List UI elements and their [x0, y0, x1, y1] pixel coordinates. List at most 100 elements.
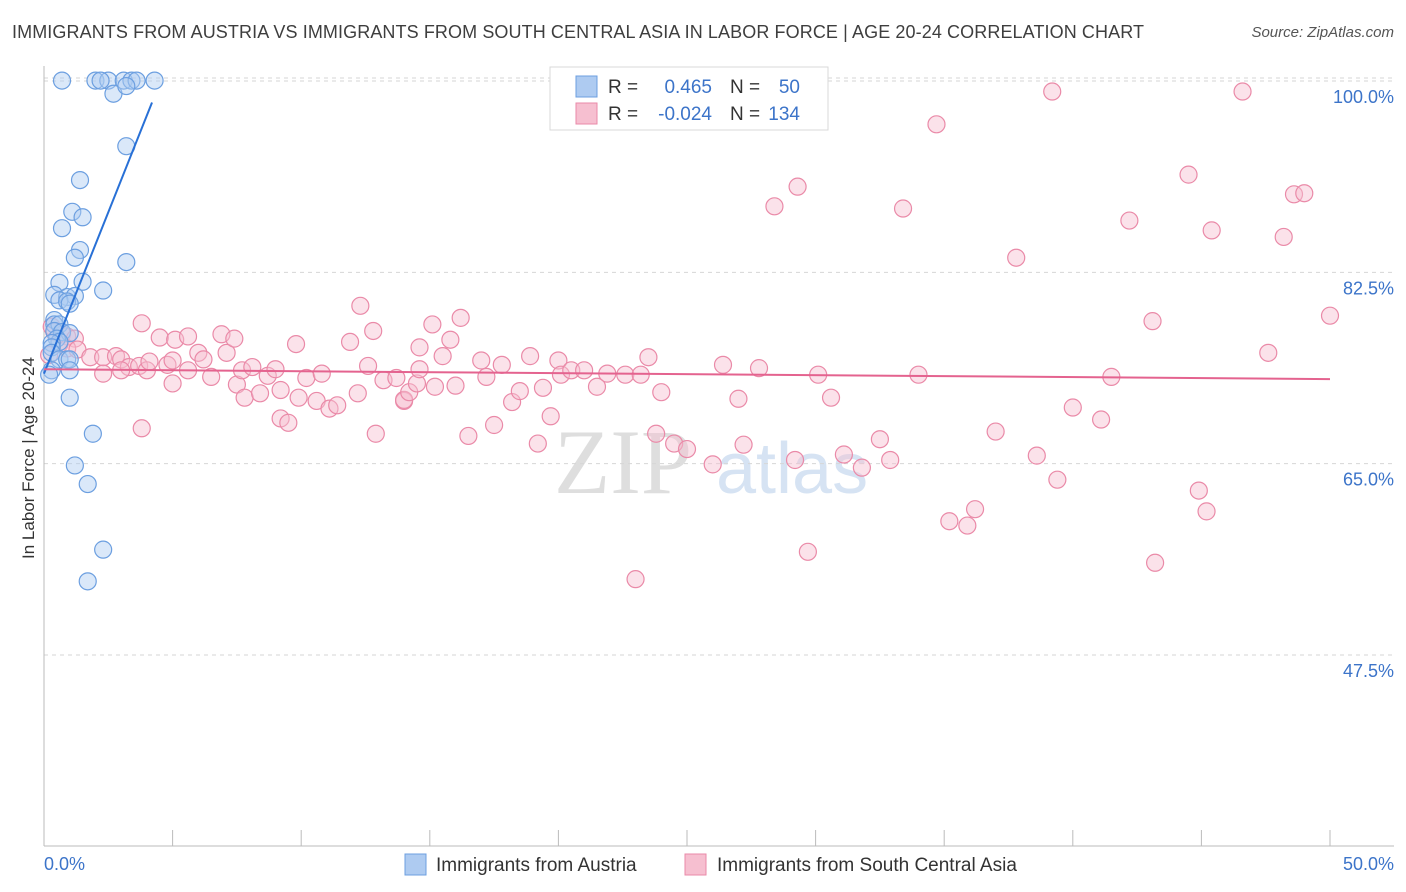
legend-n-value-austria: 50	[779, 77, 800, 98]
point-south-central-asia	[639, 348, 658, 367]
point-austria	[122, 71, 141, 90]
point-austria	[94, 540, 113, 559]
point-south-central-asia	[423, 315, 442, 334]
point-south-central-asia	[387, 368, 406, 388]
point-austria	[86, 71, 105, 90]
y-axis-label: In Labor Force | Age 20-24	[19, 357, 38, 559]
point-south-central-asia	[703, 455, 722, 474]
point-austria	[65, 456, 84, 475]
point-south-central-asia	[94, 364, 113, 383]
legend-n-value-sca: 134	[768, 104, 800, 125]
point-austria	[78, 572, 97, 591]
point-austria	[78, 474, 97, 494]
point-south-central-asia	[870, 430, 890, 449]
point-south-central-asia	[749, 359, 769, 378]
series-label-austria: Immigrants from Austria	[436, 855, 637, 876]
y-tick-label: 100.0%	[1333, 87, 1394, 107]
point-south-central-asia	[1043, 82, 1062, 101]
point-austria	[52, 219, 72, 238]
point-south-central-asia	[266, 360, 285, 379]
watermark-zip: ZIP	[554, 411, 692, 513]
point-south-central-asia	[713, 355, 733, 374]
point-south-central-asia	[729, 389, 748, 408]
point-south-central-asia	[1197, 502, 1216, 521]
point-south-central-asia	[909, 365, 928, 384]
point-south-central-asia	[163, 351, 182, 370]
y-tick-label: 82.5%	[1343, 278, 1394, 298]
point-south-central-asia	[407, 374, 427, 393]
point-south-central-asia	[477, 367, 496, 386]
point-south-central-asia	[575, 361, 594, 380]
point-south-central-asia	[81, 348, 100, 367]
point-austria	[127, 71, 146, 90]
trend-line-austria	[43, 102, 153, 374]
point-south-central-asia	[626, 570, 645, 589]
point-austria	[91, 71, 110, 90]
watermark-atlas: atlas	[716, 429, 868, 509]
series-swatch-south-central-asia	[684, 853, 707, 876]
point-south-central-asia	[1063, 398, 1082, 417]
axes: 47.5% 65.0% 82.5% 100.0% 0.0% 50.0%	[43, 66, 1394, 874]
point-south-central-asia	[734, 435, 753, 454]
point-austria	[42, 333, 61, 353]
point-austria	[52, 71, 72, 90]
legend-r-label-austria: R =	[608, 77, 638, 98]
point-south-central-asia	[587, 377, 607, 396]
point-south-central-asia	[1120, 211, 1139, 230]
point-austria	[145, 71, 164, 90]
point-south-central-asia	[965, 500, 985, 519]
point-south-central-asia	[1143, 312, 1162, 331]
point-south-central-asia	[881, 450, 900, 470]
point-austria	[70, 170, 90, 190]
point-south-central-asia	[893, 199, 913, 218]
stats-legend: R = 0.465 N = 50 R = -0.024 N = 134	[549, 66, 829, 131]
point-south-central-asia	[551, 365, 571, 384]
point-south-central-asia	[1189, 481, 1208, 500]
series-swatch-austria	[404, 853, 427, 876]
point-south-central-asia	[286, 334, 306, 354]
point-austria	[83, 424, 102, 443]
y-tick-label: 65.0%	[1343, 470, 1394, 490]
point-south-central-asia	[785, 450, 805, 470]
point-south-central-asia	[788, 177, 807, 196]
point-south-central-asia	[652, 383, 671, 402]
point-austria	[117, 252, 136, 272]
point-south-central-asia	[132, 419, 151, 438]
point-south-central-asia	[441, 330, 460, 349]
point-south-central-asia	[1146, 553, 1165, 572]
series-legend: Immigrants from Austria Immigrants from …	[404, 853, 1017, 876]
point-south-central-asia	[533, 378, 553, 397]
point-south-central-asia	[425, 377, 445, 396]
legend-swatch-south-central-asia	[575, 102, 598, 125]
point-south-central-asia	[1007, 248, 1026, 267]
point-south-central-asia	[1027, 446, 1046, 465]
point-south-central-asia	[834, 445, 853, 464]
point-south-central-asia	[1274, 227, 1293, 247]
source-label: Source: ZipAtlas.com	[1251, 24, 1394, 41]
point-south-central-asia	[798, 542, 817, 561]
point-south-central-asia	[235, 388, 254, 407]
legend-swatch-austria	[575, 75, 598, 98]
point-south-central-asia	[1259, 343, 1278, 362]
point-south-central-asia	[510, 382, 529, 401]
point-south-central-asia	[202, 367, 221, 386]
point-south-central-asia	[271, 380, 290, 400]
series-label-south-central-asia: Immigrants from South Central Asia	[717, 855, 1017, 876]
point-south-central-asia	[1179, 165, 1198, 184]
point-south-central-asia	[562, 361, 581, 380]
point-south-central-asia	[279, 413, 298, 432]
legend-r-label-sca: R =	[608, 104, 638, 125]
point-austria	[117, 76, 136, 96]
point-south-central-asia	[163, 374, 182, 393]
point-south-central-asia	[340, 332, 360, 352]
point-south-central-asia	[348, 384, 367, 403]
legend-n-label-austria: N =	[730, 77, 760, 98]
legend-r-value-austria: 0.465	[664, 77, 712, 98]
point-south-central-asia	[1048, 470, 1067, 489]
point-south-central-asia	[549, 351, 568, 370]
point-south-central-asia	[765, 197, 784, 216]
point-south-central-asia	[1233, 82, 1252, 101]
point-south-central-asia	[1320, 306, 1340, 325]
point-south-central-asia	[178, 327, 198, 346]
point-austria	[50, 291, 69, 310]
